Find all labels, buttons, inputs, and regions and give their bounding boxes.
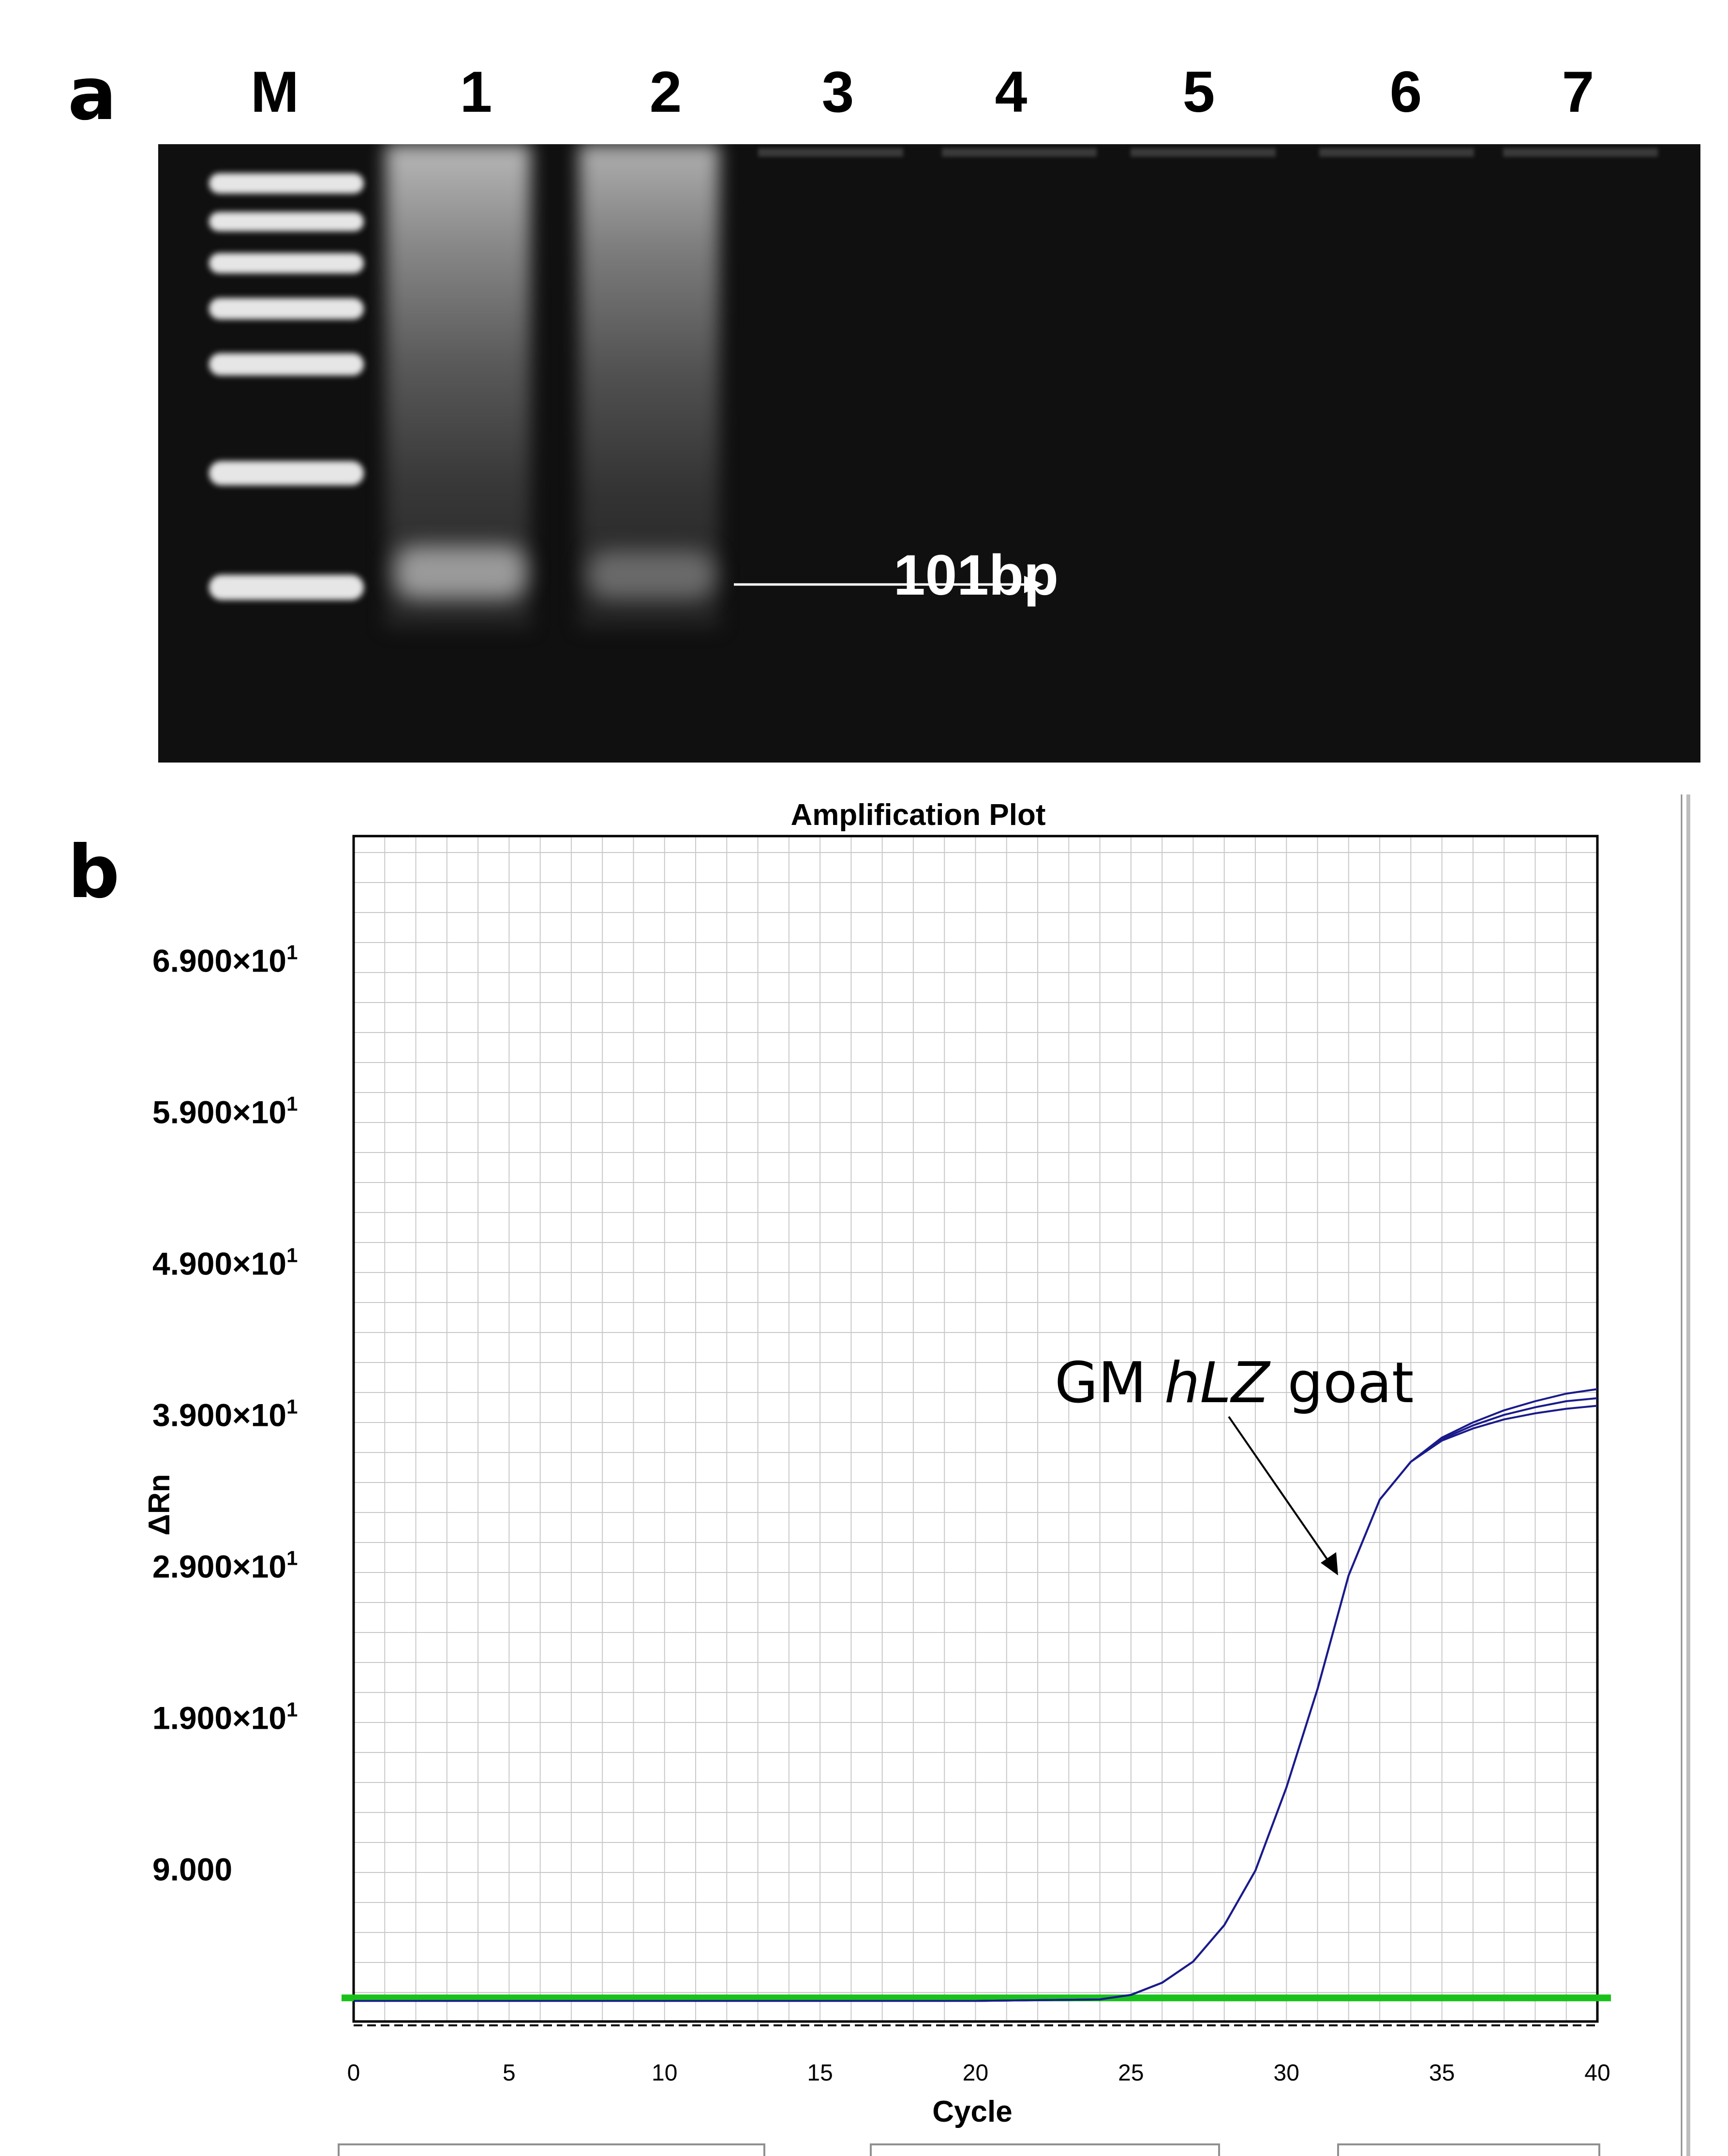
band-size-label: 101bp — [894, 543, 1059, 607]
lane-label-4: 4 — [995, 60, 1028, 124]
x-tick-label: 25 — [1118, 2060, 1144, 2086]
y-tick-label-exponent: 1 — [286, 1546, 298, 1569]
x-tick-label: 5 — [503, 2060, 516, 2086]
ladder-band — [209, 173, 364, 194]
control-box[interactable] — [338, 2143, 765, 2156]
amplification-curve — [354, 1405, 1598, 2002]
panel-b-letter: b — [68, 830, 120, 914]
y-tick-label: 9.000 — [152, 1851, 232, 1887]
lane-label-3: 3 — [821, 60, 854, 124]
y-tick-label-exponent: 1 — [286, 1698, 298, 1721]
y-tick-label-exponent: 1 — [286, 1092, 298, 1115]
gel-image: 101bp — [158, 144, 1700, 763]
well — [758, 148, 903, 157]
ladder-band — [209, 353, 364, 375]
x-tick-label: 35 — [1429, 2060, 1455, 2086]
y-tick-label-main: 6.900×10 — [152, 943, 286, 978]
y-tick-label-main: 4.900×10 — [152, 1245, 286, 1281]
control-box[interactable] — [1337, 2143, 1600, 2156]
y-tick-label-main: 3.900×10 — [152, 1397, 286, 1433]
x-tick-label: 15 — [807, 2060, 833, 2086]
annotation-suffix: goat — [1269, 1350, 1414, 1416]
well — [1131, 148, 1276, 157]
ladder-band — [209, 253, 364, 273]
annotation-prefix: GM — [1055, 1350, 1164, 1416]
y-tick-label: 6.900×101 — [152, 941, 298, 978]
plot-area-border — [352, 835, 1599, 2023]
well — [1503, 148, 1658, 157]
y-tick-label-main: 9.000 — [152, 1851, 232, 1887]
y-tick-label-main: 5.900×10 — [152, 1094, 286, 1130]
well — [942, 148, 1097, 157]
y-tick-label-exponent: 1 — [286, 1243, 298, 1266]
bottom-controls — [338, 2143, 1600, 2156]
x-tick-labels: 0 5 10 15 20 25 30 35 40 — [347, 2060, 1610, 2086]
annotation-italic: hLZ — [1164, 1350, 1271, 1416]
amplification-curves — [354, 1388, 1598, 2002]
lane-label-7: 7 — [1562, 60, 1594, 124]
x-tick-label: 0 — [347, 2060, 360, 2086]
y-tick-label: 1.900×101 — [152, 1698, 298, 1736]
control-box[interactable] — [870, 2143, 1220, 2156]
chart-title: Amplification Plot — [791, 798, 1046, 832]
lane-label-1: 1 — [460, 60, 492, 124]
lane-2-smear — [579, 144, 719, 628]
x-axis-title: Cycle — [932, 2095, 1012, 2128]
annotation-arrow-icon — [1228, 1416, 1338, 1575]
curve-annotation: GM hLZ goat — [1055, 1350, 1414, 1416]
y-tick-label-exponent: 1 — [286, 1395, 298, 1418]
band-arrow-icon — [734, 576, 1043, 593]
lane-label-2: 2 — [649, 60, 682, 124]
y-tick-label-main: 1.900×10 — [152, 1700, 286, 1736]
x-tick-label: 40 — [1584, 2060, 1610, 2086]
ladder-band — [209, 575, 364, 600]
lane-label-m: M — [251, 60, 299, 124]
lane-1-band — [395, 546, 526, 599]
ladder-band — [209, 461, 364, 485]
plot-grid — [353, 836, 1597, 2026]
y-tick-label: 4.900×101 — [152, 1243, 298, 1281]
panel-a-letter: a — [68, 52, 117, 136]
y-tick-label-exponent: 1 — [286, 941, 298, 963]
y-tick-labels: 9.0001.900×1012.900×1013.900×1014.900×10… — [152, 941, 298, 1887]
x-tick-label: 20 — [963, 2060, 988, 2086]
plot-window-frame — [342, 794, 1691, 2156]
y-tick-label: 2.900×101 — [152, 1546, 298, 1584]
lane-2-band — [589, 551, 715, 599]
y-axis-title: ΔRn — [143, 1474, 176, 1535]
y-tick-label-main: 2.900×10 — [152, 1548, 286, 1584]
lane-label-6: 6 — [1389, 60, 1422, 124]
well — [1319, 148, 1474, 157]
x-tick-label: 10 — [652, 2060, 677, 2086]
ladder-band — [209, 212, 364, 231]
x-tick-label: 30 — [1274, 2060, 1299, 2086]
y-tick-label: 3.900×101 — [152, 1395, 298, 1433]
lane-label-5: 5 — [1182, 60, 1215, 124]
y-tick-label: 5.900×101 — [152, 1092, 298, 1130]
ladder-band — [209, 298, 364, 319]
